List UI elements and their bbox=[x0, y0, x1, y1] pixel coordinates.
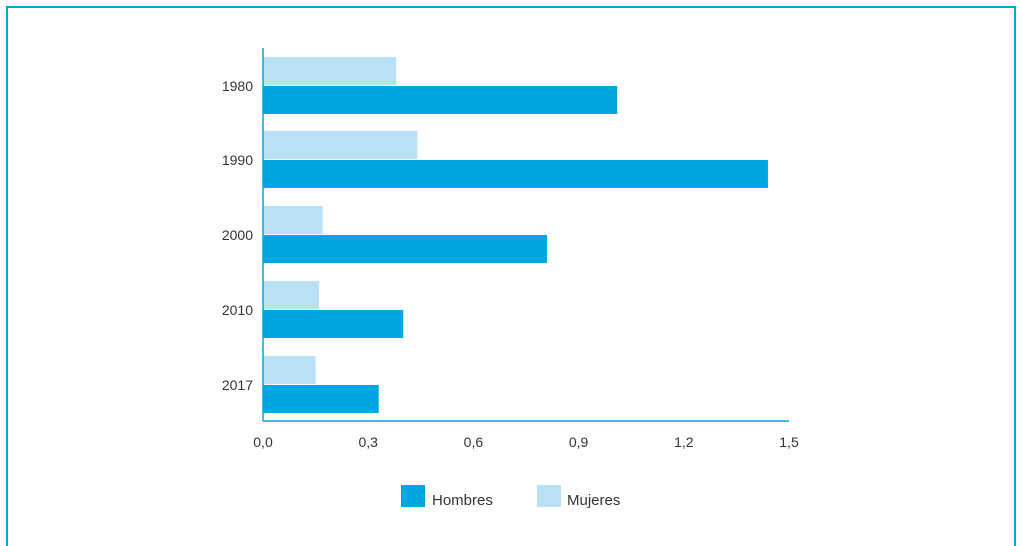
bars-group bbox=[263, 57, 768, 413]
x-tick-label-4: 1,2 bbox=[674, 434, 694, 450]
x-tick-label-2: 0,6 bbox=[464, 434, 484, 450]
legend-swatch-mujeres bbox=[537, 485, 561, 507]
y-tick-label-2017: 2017 bbox=[222, 377, 253, 393]
chart-frame bbox=[6, 6, 1016, 546]
x-tick-label-3: 0,9 bbox=[569, 434, 589, 450]
y-tick-label-2010: 2010 bbox=[222, 302, 253, 318]
bar-mujeres-1990 bbox=[263, 131, 418, 159]
y-tick-labels: 1980 1990 2000 2010 2017 bbox=[222, 78, 253, 393]
x-tick-label-0: 0,0 bbox=[253, 434, 273, 450]
y-tick-label-1990: 1990 bbox=[222, 152, 253, 168]
bar-mujeres-2000 bbox=[263, 206, 323, 234]
bar-mujeres-2017 bbox=[263, 356, 316, 384]
x-tick-label-1: 0,3 bbox=[358, 434, 378, 450]
legend-swatch-hombres bbox=[401, 485, 425, 507]
bar-hombres-2000 bbox=[263, 235, 548, 263]
bar-mujeres-1980 bbox=[263, 57, 397, 85]
axes-group bbox=[262, 48, 789, 422]
bar-hombres-2010 bbox=[263, 310, 404, 338]
legend-label-hombres: Hombres bbox=[432, 492, 493, 509]
y-tick-label-1980: 1980 bbox=[222, 78, 253, 94]
legend-label-mujeres: Mujeres bbox=[567, 492, 620, 509]
bar-mujeres-2010 bbox=[263, 281, 320, 309]
bar-hombres-1980 bbox=[263, 86, 618, 114]
bar-hombres-1990 bbox=[263, 160, 768, 188]
x-tick-labels: 0,0 0,3 0,6 0,9 1,2 1,5 bbox=[253, 434, 799, 450]
legend: Hombres Mujeres bbox=[401, 485, 620, 509]
x-tick-label-5: 1,5 bbox=[779, 434, 799, 450]
bar-hombres-2017 bbox=[263, 385, 379, 413]
y-tick-label-2000: 2000 bbox=[222, 227, 253, 243]
